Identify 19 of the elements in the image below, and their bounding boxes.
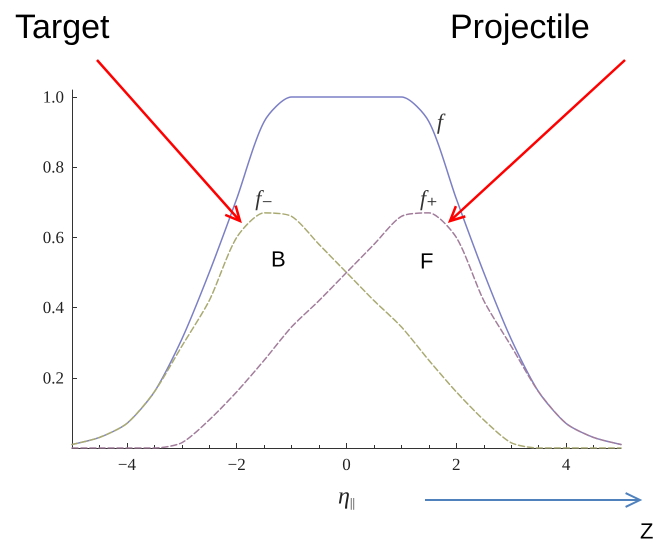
annotation: B (271, 246, 286, 272)
text: Z (640, 518, 654, 544)
x-tick-label: −2 (228, 455, 246, 474)
series-label: f₋ (255, 185, 274, 210)
x-tick-label: 4 (562, 455, 571, 474)
y-tick-label: 0.4 (42, 298, 64, 318)
series-label: f₊ (420, 185, 438, 210)
x-axis-title: η|| (338, 484, 356, 510)
series-label: f (436, 109, 446, 134)
text: Projectile (450, 8, 590, 46)
y-tick-label: 0.2 (42, 368, 64, 388)
x-tick-label: −4 (118, 455, 136, 474)
x-tick-label: 0 (342, 455, 351, 474)
x-tick-label: 2 (452, 455, 461, 474)
y-tick-label: 0.8 (42, 158, 64, 177)
text: Target (15, 8, 110, 46)
y-tick-label: 1.0 (42, 88, 64, 107)
y-tick-label: 0.6 (42, 228, 64, 247)
annotation: F (420, 248, 434, 274)
